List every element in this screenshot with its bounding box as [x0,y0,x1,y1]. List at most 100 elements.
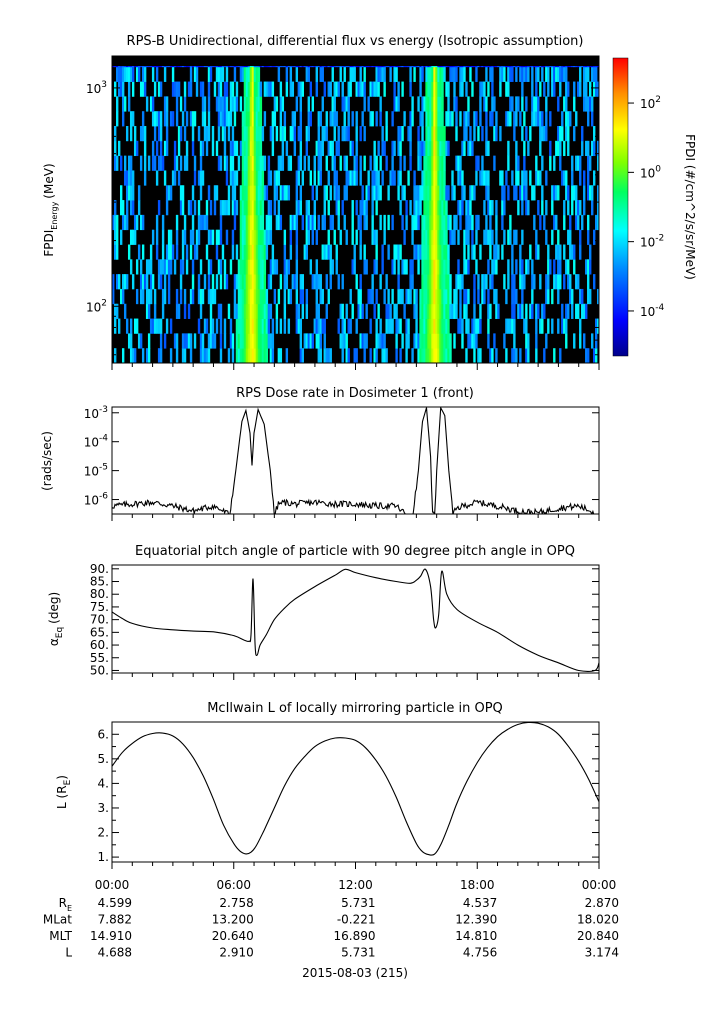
spectrogram-cell [341,66,344,68]
spectrogram-cell [165,259,169,275]
spectrogram-cell [465,125,468,142]
spectrogram-cell [507,259,510,275]
spectrogram-cell [515,259,518,275]
spectrogram-cell [271,333,275,349]
spectrogram-cell [223,318,227,334]
spectrogram-cell [403,111,406,127]
spectrogram-cell [477,66,480,68]
spectrogram-cell [237,348,241,364]
spectrogram-cell [127,244,131,260]
spectrogram-cell [279,185,283,201]
spectrogram-cell [509,318,512,334]
spectrogram-cell [177,140,181,157]
spectrogram-cell [593,274,596,290]
spectrogram-cell [205,244,209,260]
spectrogram-cell [587,229,590,245]
spectrogram-cell [425,185,428,201]
spectrogram-cell [461,81,464,97]
spectrogram-cell [437,333,440,349]
spectrogram-cell [231,170,235,186]
spectrogram-cell [567,200,570,216]
spectrogram-cell [327,140,330,157]
spectrogram-cell [419,66,422,82]
spectrogram-cell [215,244,219,260]
spectrogram-cell [461,185,464,201]
spectrogram-cell [259,140,263,157]
spectrogram-cell [323,81,326,97]
spectrogram-cell [331,259,334,275]
spectrogram-cell [465,214,468,231]
spectrogram-cell [525,170,528,186]
spectrogram-cell [545,96,548,112]
spectrogram-cell [259,229,263,245]
spectrogram-cell [359,170,362,186]
spectrogram-cell [267,170,271,186]
spectrogram-cell [373,170,376,186]
spectrogram-cell [215,185,219,201]
spectrogram-cell [159,155,163,171]
spectrogram-cell [467,200,470,216]
spectrogram-cell [361,111,364,127]
spectrogram-cell [343,96,346,112]
spectrogram-cell [417,200,420,216]
spectrogram-cell [535,155,538,171]
spectrogram-cell [401,214,404,231]
spectrogram-cell [451,66,454,82]
spectrogram-cell [231,66,235,68]
spectrogram-cell [329,244,332,260]
spectrogram-cell [589,244,592,260]
spectrogram-cell [385,111,388,127]
spectrogram-cell [317,111,320,127]
spectrogram-cell [157,66,161,68]
spectrogram-cell [433,170,436,186]
spectrogram-cell [141,125,145,142]
spectrogram-cell [263,66,267,68]
spectrogram-cell [329,111,332,127]
spectrogram-cell [367,185,370,201]
spectrogram-cell [421,348,424,364]
spectrogram-cell [253,96,257,112]
spectrogram-cell [169,66,173,68]
spectrogram-cell [419,333,422,349]
spectrogram-cell [545,333,548,349]
spectrogram-cell [211,274,215,290]
spectrogram-cell [503,274,506,290]
spectrogram-cell [431,111,434,127]
spectrogram-cell [447,140,450,157]
spectrogram-cell [369,288,372,305]
spectrogram-cell [333,81,336,97]
spectrogram-cell [423,259,426,275]
spectrogram-cell [219,274,223,290]
spectrogram-cell [115,66,119,68]
spectrogram-cell [249,259,253,275]
spectrogram-cell [171,244,175,260]
spectrogram-cell [531,111,534,127]
spectrogram-cell [503,229,506,245]
spectrogram-cell [587,274,590,290]
spectrogram-cell [481,274,484,290]
spectrogram-cell [239,185,243,201]
spectrogram-cell [243,303,247,319]
spectrogram-cell [595,66,598,68]
spectrogram-cell [295,259,299,275]
spectrogram-cell [263,288,267,305]
spectrogram-cell [557,185,560,201]
spectrogram-cell [437,66,440,68]
spectrogram-cell [377,66,380,68]
spectrogram-cell [419,185,422,201]
spectrogram-cell [317,303,320,319]
spectrogram-cell [231,155,235,171]
spectrogram-cell [379,318,382,334]
spectrogram-cell [141,274,145,290]
spectrogram-cell [137,333,141,349]
spectrogram-cell [143,66,147,82]
spectrogram-cell [371,170,374,186]
spectrogram-cell [521,66,524,82]
spectrogram-cell [467,140,470,157]
spectrogram-cell [593,66,596,68]
spectrogram-cell [503,200,506,216]
spectrogram-cell [509,111,512,127]
spectrogram-cell [447,96,450,112]
spectrogram-cell [437,66,440,82]
spectrogram-cell [213,81,217,97]
